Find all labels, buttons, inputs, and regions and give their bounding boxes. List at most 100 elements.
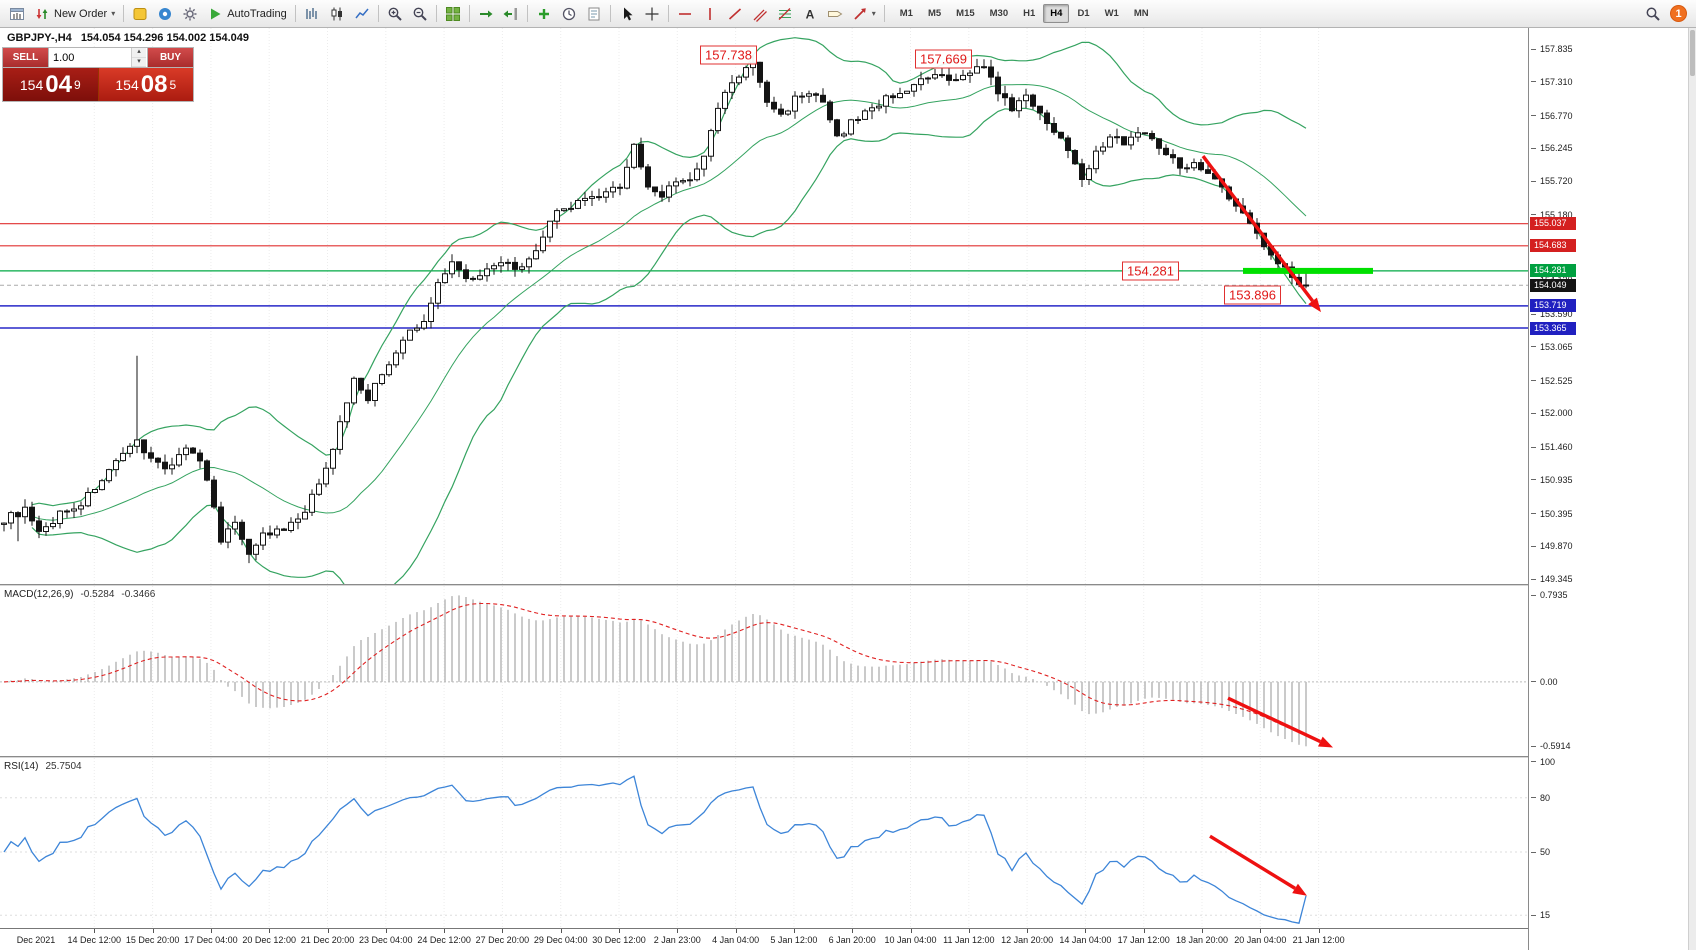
trendline-icon[interactable] xyxy=(723,3,747,25)
sell-button[interactable]: SELL xyxy=(3,48,48,67)
price-tag[interactable]: 153.365 xyxy=(1530,321,1576,335)
time-tick xyxy=(1202,929,1203,933)
rsi-scale-tick: 100 xyxy=(1531,756,1555,767)
time-axis[interactable]: Dec 2021 14 Dec 12:00 15 Dec 20:00 17 Dec 0… xyxy=(0,928,1528,950)
candlestick-chart[interactable] xyxy=(0,28,1528,602)
scrollbar-thumb[interactable] xyxy=(1690,30,1695,76)
macd-panel[interactable]: MACD(12,26,9) -0.5284 -0.3466 xyxy=(0,586,1528,756)
price-tick: 156.770 xyxy=(1531,110,1573,121)
price-scale[interactable]: 157.835 157.310 156.770 156.245 155.720 155.1… xyxy=(1528,28,1688,950)
price-tag[interactable]: 154.049 xyxy=(1530,278,1576,292)
time-label: 2 Jan 23:00 xyxy=(653,935,701,945)
price-callout[interactable]: 157.738 xyxy=(700,45,757,65)
rsi-scale-tick: 80 xyxy=(1531,792,1550,803)
templates-icon[interactable] xyxy=(582,3,606,25)
label-tool-icon[interactable] xyxy=(823,3,847,25)
time-label: 12 Jan 20:00 xyxy=(1001,935,1054,945)
bar-chart-icon[interactable] xyxy=(300,3,324,25)
panel-separator[interactable] xyxy=(0,584,1688,586)
rsi-panel[interactable]: RSI(14) 25.7504 xyxy=(0,758,1528,928)
new-order-button[interactable]: New Order ▾ xyxy=(30,3,119,25)
timeframe-m5[interactable]: M5 xyxy=(927,8,942,19)
time-tick xyxy=(1260,929,1262,933)
timeframe-h1[interactable]: H1 xyxy=(1023,8,1036,19)
time-label: 6 Jan 20:00 xyxy=(828,935,876,945)
time-tick xyxy=(735,929,737,933)
channel-icon[interactable] xyxy=(748,3,772,25)
macd-label: MACD(12,26,9) -0.5284 -0.3466 xyxy=(4,589,156,600)
macd-scale-tick: 0.7935 xyxy=(1531,590,1568,601)
price-callout[interactable]: 157.669 xyxy=(915,49,972,69)
macd-scale-tick: 0.00 xyxy=(1531,676,1558,687)
time-label: 30 Dec 12:00 xyxy=(592,935,646,945)
price-tick: 152.525 xyxy=(1531,375,1573,386)
vertical-line-icon[interactable] xyxy=(698,3,722,25)
line-chart-icon[interactable] xyxy=(350,3,374,25)
timeframe-h4[interactable]: H4 xyxy=(1043,4,1070,23)
trend-arrow[interactable] xyxy=(1227,696,1333,748)
trend-arrow[interactable] xyxy=(1201,155,1321,313)
new-order-label: New Order xyxy=(54,7,108,20)
timeframe-m1[interactable]: M1 xyxy=(899,8,913,19)
price-tick: 149.345 xyxy=(1531,574,1573,585)
time-label: 18 Jan 20:00 xyxy=(1175,935,1229,945)
timeframe-m15[interactable]: M15 xyxy=(956,8,975,19)
price-callout[interactable]: 154.281 xyxy=(1122,261,1179,281)
time-label: 21 Dec 20:00 xyxy=(300,935,355,945)
timeframe-toolbar: M1 M5 M15 M30 H1 H4 D1 W1 MN xyxy=(893,4,1156,23)
price-tag[interactable]: 155.037 xyxy=(1530,217,1576,231)
horizontal-price-lines[interactable] xyxy=(0,223,1528,329)
zoom-in-icon[interactable] xyxy=(383,3,407,25)
vertical-gridlines xyxy=(93,758,1320,928)
crosshair-icon[interactable] xyxy=(640,3,664,25)
time-label: 20 Jan 04:00 xyxy=(1234,935,1287,945)
autotrading-button[interactable]: AutoTrading xyxy=(203,3,291,25)
new-chart-icon[interactable] xyxy=(5,3,29,25)
fibonacci-icon[interactable] xyxy=(773,3,797,25)
timeframe-m30[interactable]: M30 xyxy=(989,8,1009,19)
chart-title: GBPJPY-,H4 154.054 154.296 154.002 154.0… xyxy=(7,32,249,44)
macd-indicator-chart[interactable] xyxy=(0,586,1528,756)
notification-badge[interactable]: 1 xyxy=(1670,5,1687,22)
metaeditor-icon[interactable] xyxy=(128,3,152,25)
panel-separator[interactable] xyxy=(0,756,1688,758)
auto-scroll-icon[interactable] xyxy=(474,3,498,25)
time-tick xyxy=(793,929,795,933)
zoom-out-icon[interactable] xyxy=(408,3,432,25)
support-zone-segment[interactable] xyxy=(1243,267,1373,274)
time-label: 14 Dec 12:00 xyxy=(67,935,122,945)
buy-button[interactable]: BUY xyxy=(148,48,193,67)
bid-price-display[interactable]: 154 04 9 xyxy=(3,68,99,101)
bollinger-bands xyxy=(31,37,1307,602)
timeframe-d1[interactable]: D1 xyxy=(1077,8,1090,19)
price-chart-panel[interactable]: GBPJPY-,H4 154.054 154.296 154.002 154.0… xyxy=(0,28,1528,602)
ask-price-display[interactable]: 154 08 5 xyxy=(98,68,193,101)
horizontal-line-icon[interactable] xyxy=(673,3,697,25)
timeframe-w1[interactable]: W1 xyxy=(1104,8,1119,19)
options-gear-icon[interactable] xyxy=(178,3,202,25)
periods-clock-icon[interactable] xyxy=(557,3,581,25)
time-label: Dec 2021 xyxy=(16,935,56,945)
rsi-indicator-chart[interactable] xyxy=(0,758,1528,928)
price-tick: 153.065 xyxy=(1531,341,1573,352)
cursor-icon[interactable] xyxy=(615,3,639,25)
arrows-tool-icon[interactable]: ▾ xyxy=(848,3,880,25)
community-icon[interactable] xyxy=(153,3,177,25)
volume-input[interactable] xyxy=(49,48,131,67)
candlestick-chart-icon[interactable] xyxy=(325,3,349,25)
vertical-scrollbar[interactable] xyxy=(1688,28,1696,950)
time-tick xyxy=(210,929,212,933)
trend-arrow[interactable] xyxy=(1209,834,1307,896)
indicators-icon[interactable] xyxy=(532,3,556,25)
price-tag[interactable]: 154.281 xyxy=(1530,264,1576,278)
timeframe-mn[interactable]: MN xyxy=(1133,8,1149,19)
tile-windows-icon[interactable] xyxy=(441,3,465,25)
text-tool-icon[interactable]: A xyxy=(798,3,822,25)
price-tag[interactable]: 154.683 xyxy=(1530,239,1576,253)
price-callout[interactable]: 153.896 xyxy=(1224,285,1281,305)
chart-shift-icon[interactable] xyxy=(499,3,523,25)
price-tag[interactable]: 153.719 xyxy=(1530,299,1576,313)
volume-up-button[interactable]: ▴ xyxy=(132,48,146,58)
search-icon[interactable] xyxy=(1641,3,1665,25)
volume-down-button[interactable]: ▾ xyxy=(132,57,146,67)
